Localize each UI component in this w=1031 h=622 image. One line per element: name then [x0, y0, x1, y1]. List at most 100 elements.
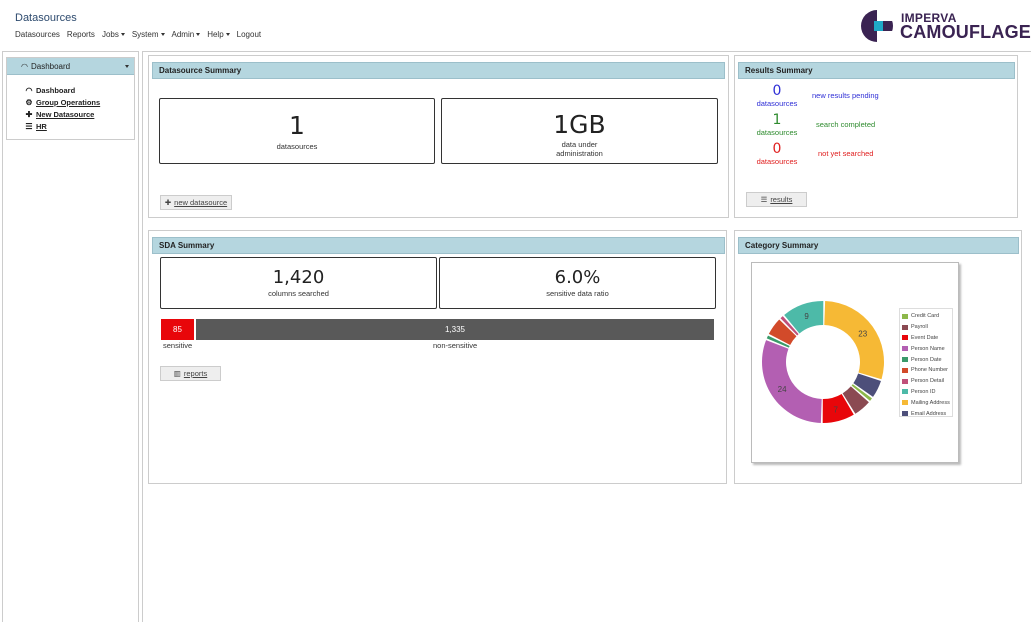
nav-item-logout[interactable]: Logout	[237, 30, 261, 39]
sensitive-ratio-box: 6.0% sensitive data ratio	[439, 257, 716, 309]
results-button-label: results	[770, 195, 793, 204]
sidebar-item-label: HR	[36, 121, 47, 131]
nav-item-label: Logout	[236, 30, 262, 39]
chevron-down-icon	[125, 65, 129, 68]
logo-mark-icon	[861, 9, 894, 43]
imperva-camouflage-logo: IMPERVA CAMOUFLAGE	[860, 9, 1031, 43]
data-size-label-line2: administration	[556, 149, 603, 158]
logo-text-imperva: IMPERVA	[901, 11, 957, 25]
legend-label: Email Address	[911, 410, 947, 417]
legend-item: Payroll	[900, 322, 952, 333]
new-datasource-button[interactable]: ✚ new datasource	[160, 195, 232, 210]
legend-label: Payroll	[911, 324, 928, 331]
sidebar-frame	[2, 51, 139, 622]
sidebar-item-label: Group Operations	[36, 97, 101, 107]
nav-item-datasources[interactable]: Datasources	[15, 30, 60, 39]
nav-item-label: Admin	[171, 30, 195, 39]
legend-swatch	[902, 400, 908, 406]
data-size-label-line1: data under	[561, 140, 598, 149]
sidebar-item-label: New Datasource	[36, 109, 95, 119]
sidebar-header-label: Dashboard	[30, 61, 71, 71]
sensitive-bar-label: sensitive	[163, 341, 193, 350]
legend-item: Person ID	[900, 387, 952, 398]
nav-item-system[interactable]: System	[132, 30, 165, 39]
sensitive-ratio-label: sensitive data ratio	[546, 289, 609, 298]
main-content-frame	[142, 51, 1031, 622]
columns-searched-value: 1,420	[272, 267, 325, 288]
non-sensitive-bar-label: non-sensitive	[433, 341, 478, 350]
logo-text-camouflage: CAMOUFLAGE	[900, 22, 1031, 42]
legend-swatch	[902, 313, 908, 319]
columns-searched-label: columns searched	[268, 289, 329, 298]
legend-label: Mailing Address	[911, 399, 950, 406]
sda-summary-panel: SDA Summary	[148, 230, 727, 484]
legend-label: Event Date	[911, 334, 939, 341]
datasource-summary-panel: Datasource Summary	[148, 55, 729, 218]
result-count-value: 0	[772, 141, 782, 157]
legend-label: Person Date	[911, 356, 942, 363]
panel-title: Category Summary	[738, 237, 1019, 254]
dashboard-icon: ◠	[21, 61, 28, 71]
legend-label: Person Name	[911, 345, 945, 352]
nav-item-help[interactable]: Help	[207, 30, 230, 39]
page-title: Datasources	[15, 12, 77, 24]
list-icon: ☰	[760, 195, 768, 204]
datasources-count-label: datasources	[276, 142, 318, 151]
top-nav: Datasources Reports Jobs System Admin Help Log…	[15, 30, 268, 39]
non-sensitive-bar: 1,335	[196, 319, 714, 340]
gears-icon: ⚙	[25, 97, 33, 107]
dashboard-icon: ◠	[25, 85, 33, 95]
sidebar-item-hr[interactable]: ☰ HR	[24, 120, 134, 132]
database-icon: ☰	[25, 121, 33, 131]
reports-button[interactable]: ▥ reports	[160, 366, 221, 381]
results-summary-panel: Results Summary	[734, 55, 1018, 218]
plus-icon: ✚	[25, 109, 33, 119]
panel-title: Results Summary	[738, 62, 1015, 79]
datasources-count-value: 1	[289, 111, 305, 140]
panel-title: Datasource Summary	[152, 62, 725, 79]
chevron-down-icon	[160, 33, 165, 37]
legend-swatch	[902, 324, 908, 330]
legend-swatch	[902, 367, 908, 373]
result-description: search completed	[816, 120, 876, 129]
sidebar-item-new-datasource[interactable]: ✚ New Datasource	[24, 108, 134, 120]
result-description: not yet searched	[818, 149, 874, 158]
nav-item-label: System	[131, 30, 159, 39]
sidebar-item-group-operations[interactable]: ⚙ Group Operations	[24, 96, 134, 108]
bar-chart-icon: ▥	[173, 369, 181, 378]
legend-item: Person Name	[900, 343, 952, 354]
legend-swatch	[902, 357, 908, 363]
legend-label: Credit Card	[911, 313, 940, 320]
nav-item-admin[interactable]: Admin	[172, 30, 201, 39]
datasources-count-box: 1 datasources	[159, 98, 435, 164]
result-count-value: 0	[772, 83, 782, 99]
legend-item: Event Date	[900, 333, 952, 344]
legend-label: Phone Number	[911, 367, 948, 374]
result-count-unit: datasources	[756, 128, 798, 137]
header: Datasources Datasources Reports Jobs System…	[0, 0, 1031, 50]
sidebar-panel: ◠ Dashboard ◠ Dashboard ⚙ Group Operatio…	[6, 57, 135, 140]
chart-legend: Credit Card Payroll Event Date Person Name P…	[899, 308, 953, 417]
sensitive-bar: 85	[161, 319, 194, 340]
results-button[interactable]: ☰ results	[746, 192, 807, 207]
sidebar-item-dashboard[interactable]: ◠ Dashboard	[24, 84, 134, 96]
nav-item-reports[interactable]: Reports	[67, 30, 95, 39]
legend-item: Email Address	[900, 408, 952, 419]
legend-swatch	[902, 411, 908, 417]
legend-item: Person Detail	[900, 376, 952, 387]
sidebar-header-dashboard[interactable]: ◠ Dashboard	[7, 58, 134, 75]
new-datasource-button-label: new datasource	[174, 198, 228, 207]
legend-label: Person ID	[911, 388, 936, 395]
nav-item-label: Help	[207, 30, 224, 39]
legend-label: Person Detail	[911, 378, 945, 385]
data-size-value: 1GB	[553, 110, 606, 139]
panel-title: SDA Summary	[152, 237, 725, 254]
nav-item-label: Reports	[66, 30, 95, 39]
chevron-down-icon	[196, 33, 201, 37]
chevron-down-icon	[120, 33, 125, 37]
legend-swatch	[902, 346, 908, 352]
result-count-value: 1	[772, 112, 782, 128]
nav-item-label: Datasources	[15, 30, 60, 39]
legend-item: Credit Card	[900, 311, 952, 322]
nav-item-jobs[interactable]: Jobs	[102, 30, 125, 39]
